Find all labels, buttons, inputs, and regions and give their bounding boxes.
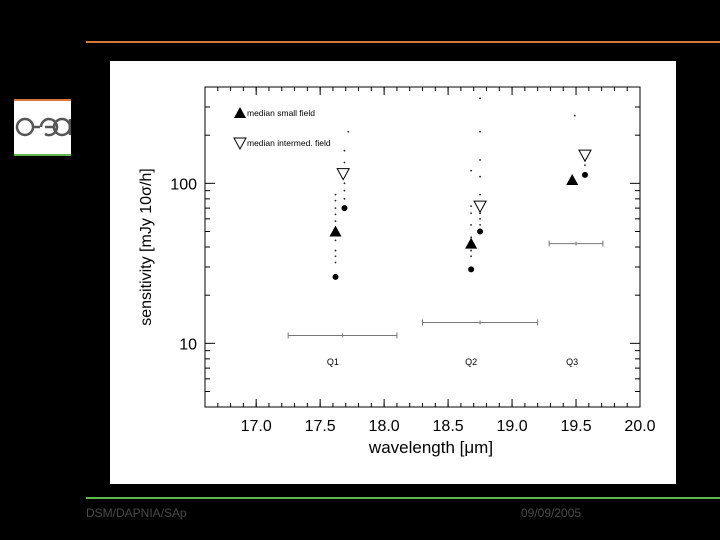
dot-marker xyxy=(479,193,481,196)
x-tick-label: 17.0 xyxy=(241,418,272,435)
bottom-accent-line xyxy=(86,497,720,499)
circle-marker xyxy=(581,171,588,178)
dot-marker xyxy=(334,193,337,196)
footer-date: 09/09/2005 xyxy=(521,506,582,520)
dot-marker xyxy=(343,189,346,192)
open-triangle-marker xyxy=(578,149,592,163)
top-accent-line xyxy=(86,41,720,43)
x-tick-label: 20.0 xyxy=(624,418,655,435)
y-tick-label: 10 xyxy=(179,336,197,353)
y-axis-label: sensitivity [mJy 10σ/h] xyxy=(138,168,155,325)
dot-marker xyxy=(334,261,337,264)
circle-marker xyxy=(332,273,339,280)
x-tick-label: 19.5 xyxy=(560,418,591,435)
chart-legend: median small field median intermed. field xyxy=(233,107,331,151)
open-triangle-marker xyxy=(233,137,247,151)
chart-marks: Q1 Q2 Q3 xyxy=(287,97,604,367)
legend-label: median small field xyxy=(247,108,315,118)
x-axis-label: wavelength [μm] xyxy=(368,438,493,457)
dot-marker xyxy=(343,149,346,152)
dot-marker xyxy=(334,255,337,258)
sensitivity-chart: 17.0 17.5 18.0 18.5 19.0 19.5 20.0 10 100 Q1 Q2 Q3… xyxy=(138,86,656,457)
dot-marker xyxy=(470,169,473,172)
x-tick-label: 19.0 xyxy=(496,418,527,435)
triangle-marker xyxy=(465,237,478,249)
dot-marker xyxy=(343,161,346,164)
cea-logo-icon xyxy=(14,99,71,156)
dot-marker xyxy=(584,164,586,166)
y-tick-label: 100 xyxy=(170,176,197,193)
dot-marker xyxy=(334,249,337,252)
dot-marker xyxy=(470,205,473,208)
dot-marker xyxy=(347,130,350,133)
circle-marker xyxy=(468,266,475,273)
open-triangle-marker xyxy=(473,200,487,214)
dot-marker xyxy=(573,114,576,117)
dot-marker xyxy=(479,159,481,161)
axes: 17.0 17.5 18.0 18.5 19.0 19.5 20.0 10 100 xyxy=(170,86,656,435)
dot-marker xyxy=(470,212,473,215)
dot-marker xyxy=(343,182,346,185)
bandpass-label: Q3 xyxy=(566,357,578,367)
x-tick-label: 18.5 xyxy=(433,418,464,435)
dot-marker xyxy=(479,130,481,133)
dot-marker xyxy=(334,213,337,216)
dot-marker xyxy=(334,239,337,242)
triangle-marker xyxy=(566,173,579,185)
dot-marker xyxy=(470,223,473,226)
circle-marker xyxy=(341,205,348,212)
open-triangle-marker xyxy=(336,168,351,181)
triangle-marker xyxy=(329,225,342,237)
dot-marker xyxy=(479,223,481,226)
x-tick-label: 17.5 xyxy=(305,418,336,435)
dot-marker xyxy=(479,212,481,215)
circle-marker xyxy=(477,228,484,235)
legend-label: median intermed. field xyxy=(247,138,331,148)
triangle-marker xyxy=(234,107,246,118)
dot-marker xyxy=(470,255,473,258)
dot-marker xyxy=(479,217,481,220)
dot-marker xyxy=(479,97,481,100)
footer-affiliation: DSM/DAPNIA/SAp xyxy=(86,506,187,520)
dot-marker xyxy=(334,199,337,202)
chart-panel: 17.0 17.5 18.0 18.5 19.0 19.5 20.0 10 100 Q1 Q2 Q3… xyxy=(110,61,676,484)
dot-marker xyxy=(470,236,473,239)
dot-marker xyxy=(479,175,481,178)
bandpass-label: Q1 xyxy=(327,357,339,367)
dot-marker xyxy=(343,197,346,200)
dot-marker xyxy=(470,249,473,252)
dot-marker xyxy=(334,220,337,223)
x-tick-label: 18.0 xyxy=(369,418,400,435)
dot-marker xyxy=(334,207,337,210)
bandpass-label: Q2 xyxy=(465,357,477,367)
